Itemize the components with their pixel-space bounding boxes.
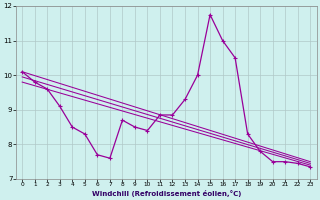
X-axis label: Windchill (Refroidissement éolien,°C): Windchill (Refroidissement éolien,°C) (92, 190, 241, 197)
